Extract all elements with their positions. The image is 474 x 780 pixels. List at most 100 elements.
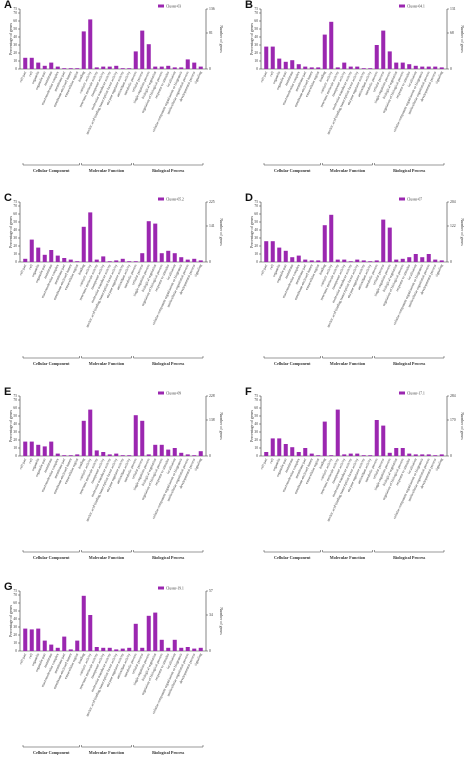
group-label: Biological Process <box>152 555 185 560</box>
category-label: localization <box>407 71 418 88</box>
category-label: organelle part <box>276 71 288 91</box>
group-bracket <box>22 745 80 748</box>
category-label: binding <box>318 458 326 470</box>
legend-swatch <box>158 391 164 395</box>
bar <box>36 62 41 69</box>
bar <box>309 260 314 262</box>
category-label: cell part <box>260 264 269 276</box>
y-tick-label: 40 <box>254 35 258 39</box>
bar <box>42 446 47 456</box>
category-label: signaling <box>434 71 443 85</box>
bar <box>439 260 444 262</box>
group-label: Cellular Component <box>33 361 70 366</box>
bar <box>172 253 177 262</box>
y-tick-label: 20 <box>13 438 17 442</box>
bar <box>316 67 321 69</box>
bar <box>23 628 28 651</box>
y-tick-label: 0 <box>15 649 17 653</box>
bar <box>335 409 340 456</box>
category-label: localization <box>166 653 177 670</box>
right-tick-label: 284 <box>450 394 456 398</box>
bar <box>348 66 353 69</box>
bar <box>81 31 86 69</box>
y-tick-label: 60 <box>13 212 17 216</box>
bar <box>42 254 47 262</box>
category-label: signaling <box>193 458 202 472</box>
bar <box>120 68 125 69</box>
bar <box>55 255 60 262</box>
category-label: membrane <box>284 70 294 86</box>
bar <box>146 615 151 651</box>
y-tick-label: 75 <box>254 7 258 11</box>
category-label: membrane <box>43 70 53 86</box>
y-tick-label: 0 <box>256 260 258 264</box>
category-label: cell <box>269 264 275 270</box>
y-tick-label: 70 <box>13 204 17 208</box>
bar <box>394 62 399 69</box>
category-label: signaling <box>434 264 443 278</box>
bar <box>426 454 431 456</box>
y-tick-label: 20 <box>254 244 258 248</box>
bar <box>166 449 171 456</box>
y-axis-title-right: Number of genes <box>219 412 224 440</box>
bar <box>55 66 60 69</box>
y-tick-label: 30 <box>13 625 17 629</box>
y-tick-label: 50 <box>13 220 17 224</box>
legend-swatch <box>158 586 164 590</box>
bar <box>94 67 99 69</box>
y-tick-label: 70 <box>254 11 258 15</box>
y-axis-title-right: Number of genes <box>460 25 465 53</box>
bar <box>407 257 412 262</box>
category-label: localization <box>407 264 418 281</box>
category-label: cell part <box>19 71 28 83</box>
group-bracket <box>81 356 132 359</box>
right-tick-label: 57 <box>209 589 213 593</box>
y-tick-label: 10 <box>13 641 17 645</box>
bar <box>81 420 86 456</box>
bar <box>303 66 308 69</box>
y-axis-title-left: Percentage of genes <box>8 410 13 442</box>
bar <box>75 454 80 456</box>
chart-panel-a: A 0 10 20 30 40 50 60 70 75 0 81 136 Percentage of ge… <box>4 0 238 188</box>
y-tick-label: 70 <box>13 11 17 15</box>
right-tick-label: 122 <box>450 224 456 228</box>
bar <box>42 65 47 69</box>
y-tick-label: 30 <box>254 43 258 47</box>
bar <box>153 612 158 651</box>
legend-entry: Cluster-09 <box>166 391 181 395</box>
bar <box>94 259 99 262</box>
bar <box>303 448 308 456</box>
y-tick-label: 50 <box>13 414 17 418</box>
bar <box>179 257 184 262</box>
bar <box>68 455 73 456</box>
bar <box>88 409 93 456</box>
bar <box>198 66 203 69</box>
right-tick-label: 0 <box>450 67 452 71</box>
legend-entry: Cluster-17.1 <box>407 391 425 395</box>
category-label: organelle <box>272 263 281 277</box>
bar <box>192 258 197 262</box>
bar <box>153 223 158 262</box>
bar <box>335 67 340 69</box>
category-label: organelle <box>272 70 281 84</box>
bar <box>374 420 379 456</box>
bar <box>120 455 125 456</box>
group-bracket <box>263 356 321 359</box>
category-label: binding <box>77 458 85 470</box>
bar <box>264 452 269 456</box>
category-label: binding <box>318 264 326 276</box>
y-tick-label: 75 <box>13 589 17 593</box>
bar <box>172 639 177 651</box>
bar <box>329 455 334 456</box>
group-bracket <box>81 745 132 748</box>
category-label: organelle part <box>276 264 288 284</box>
bar <box>23 441 28 456</box>
category-label: organelle part <box>276 458 288 478</box>
bar <box>179 647 184 651</box>
category-label: organelle part <box>35 458 47 478</box>
bar <box>29 239 34 262</box>
category-label: cell part <box>260 71 269 83</box>
bar <box>29 441 34 456</box>
bar <box>166 65 171 69</box>
